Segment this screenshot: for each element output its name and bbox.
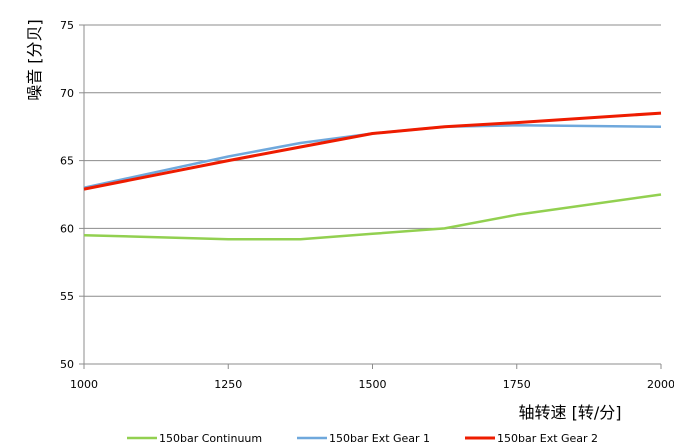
y-tick-label-1: 55 — [60, 290, 74, 303]
x-tick-label-2: 1500 — [359, 378, 387, 391]
x-tick-label-3: 1750 — [503, 378, 531, 391]
legend-label-0: 150bar Continuum — [159, 432, 262, 445]
y-tick-label-0: 50 — [60, 358, 74, 371]
legend-label-2: 150bar Ext Gear 2 — [497, 432, 598, 445]
x-tick-label-4: 2000 — [647, 378, 674, 391]
x-tick-label-1: 1250 — [214, 378, 242, 391]
gridlines — [84, 24, 661, 297]
y-axis-title: 噪音 [分贝] — [25, 19, 44, 101]
x-axis-title: 轴转速 [转/分] — [519, 403, 622, 422]
y-tick-label-4: 70 — [60, 87, 74, 100]
y-tick-label-2: 60 — [60, 222, 74, 235]
y-tick-label-3: 65 — [60, 155, 74, 168]
y-tick-label-5: 75 — [60, 19, 74, 32]
series-line-0 — [83, 193, 662, 241]
x-tick-labels: 1000 1250 1500 1750 2000 — [70, 378, 674, 391]
legend: 150bar Continuum 150bar Ext Gear 1 150bar … — [127, 432, 598, 445]
y-tick-labels: 50 55 60 65 70 75 — [60, 19, 74, 371]
series-line-2 — [83, 111, 662, 191]
axes — [79, 24, 662, 369]
legend-label-1: 150bar Ext Gear 1 — [329, 432, 430, 445]
series-lines — [83, 111, 662, 241]
x-tick-label-0: 1000 — [70, 378, 98, 391]
